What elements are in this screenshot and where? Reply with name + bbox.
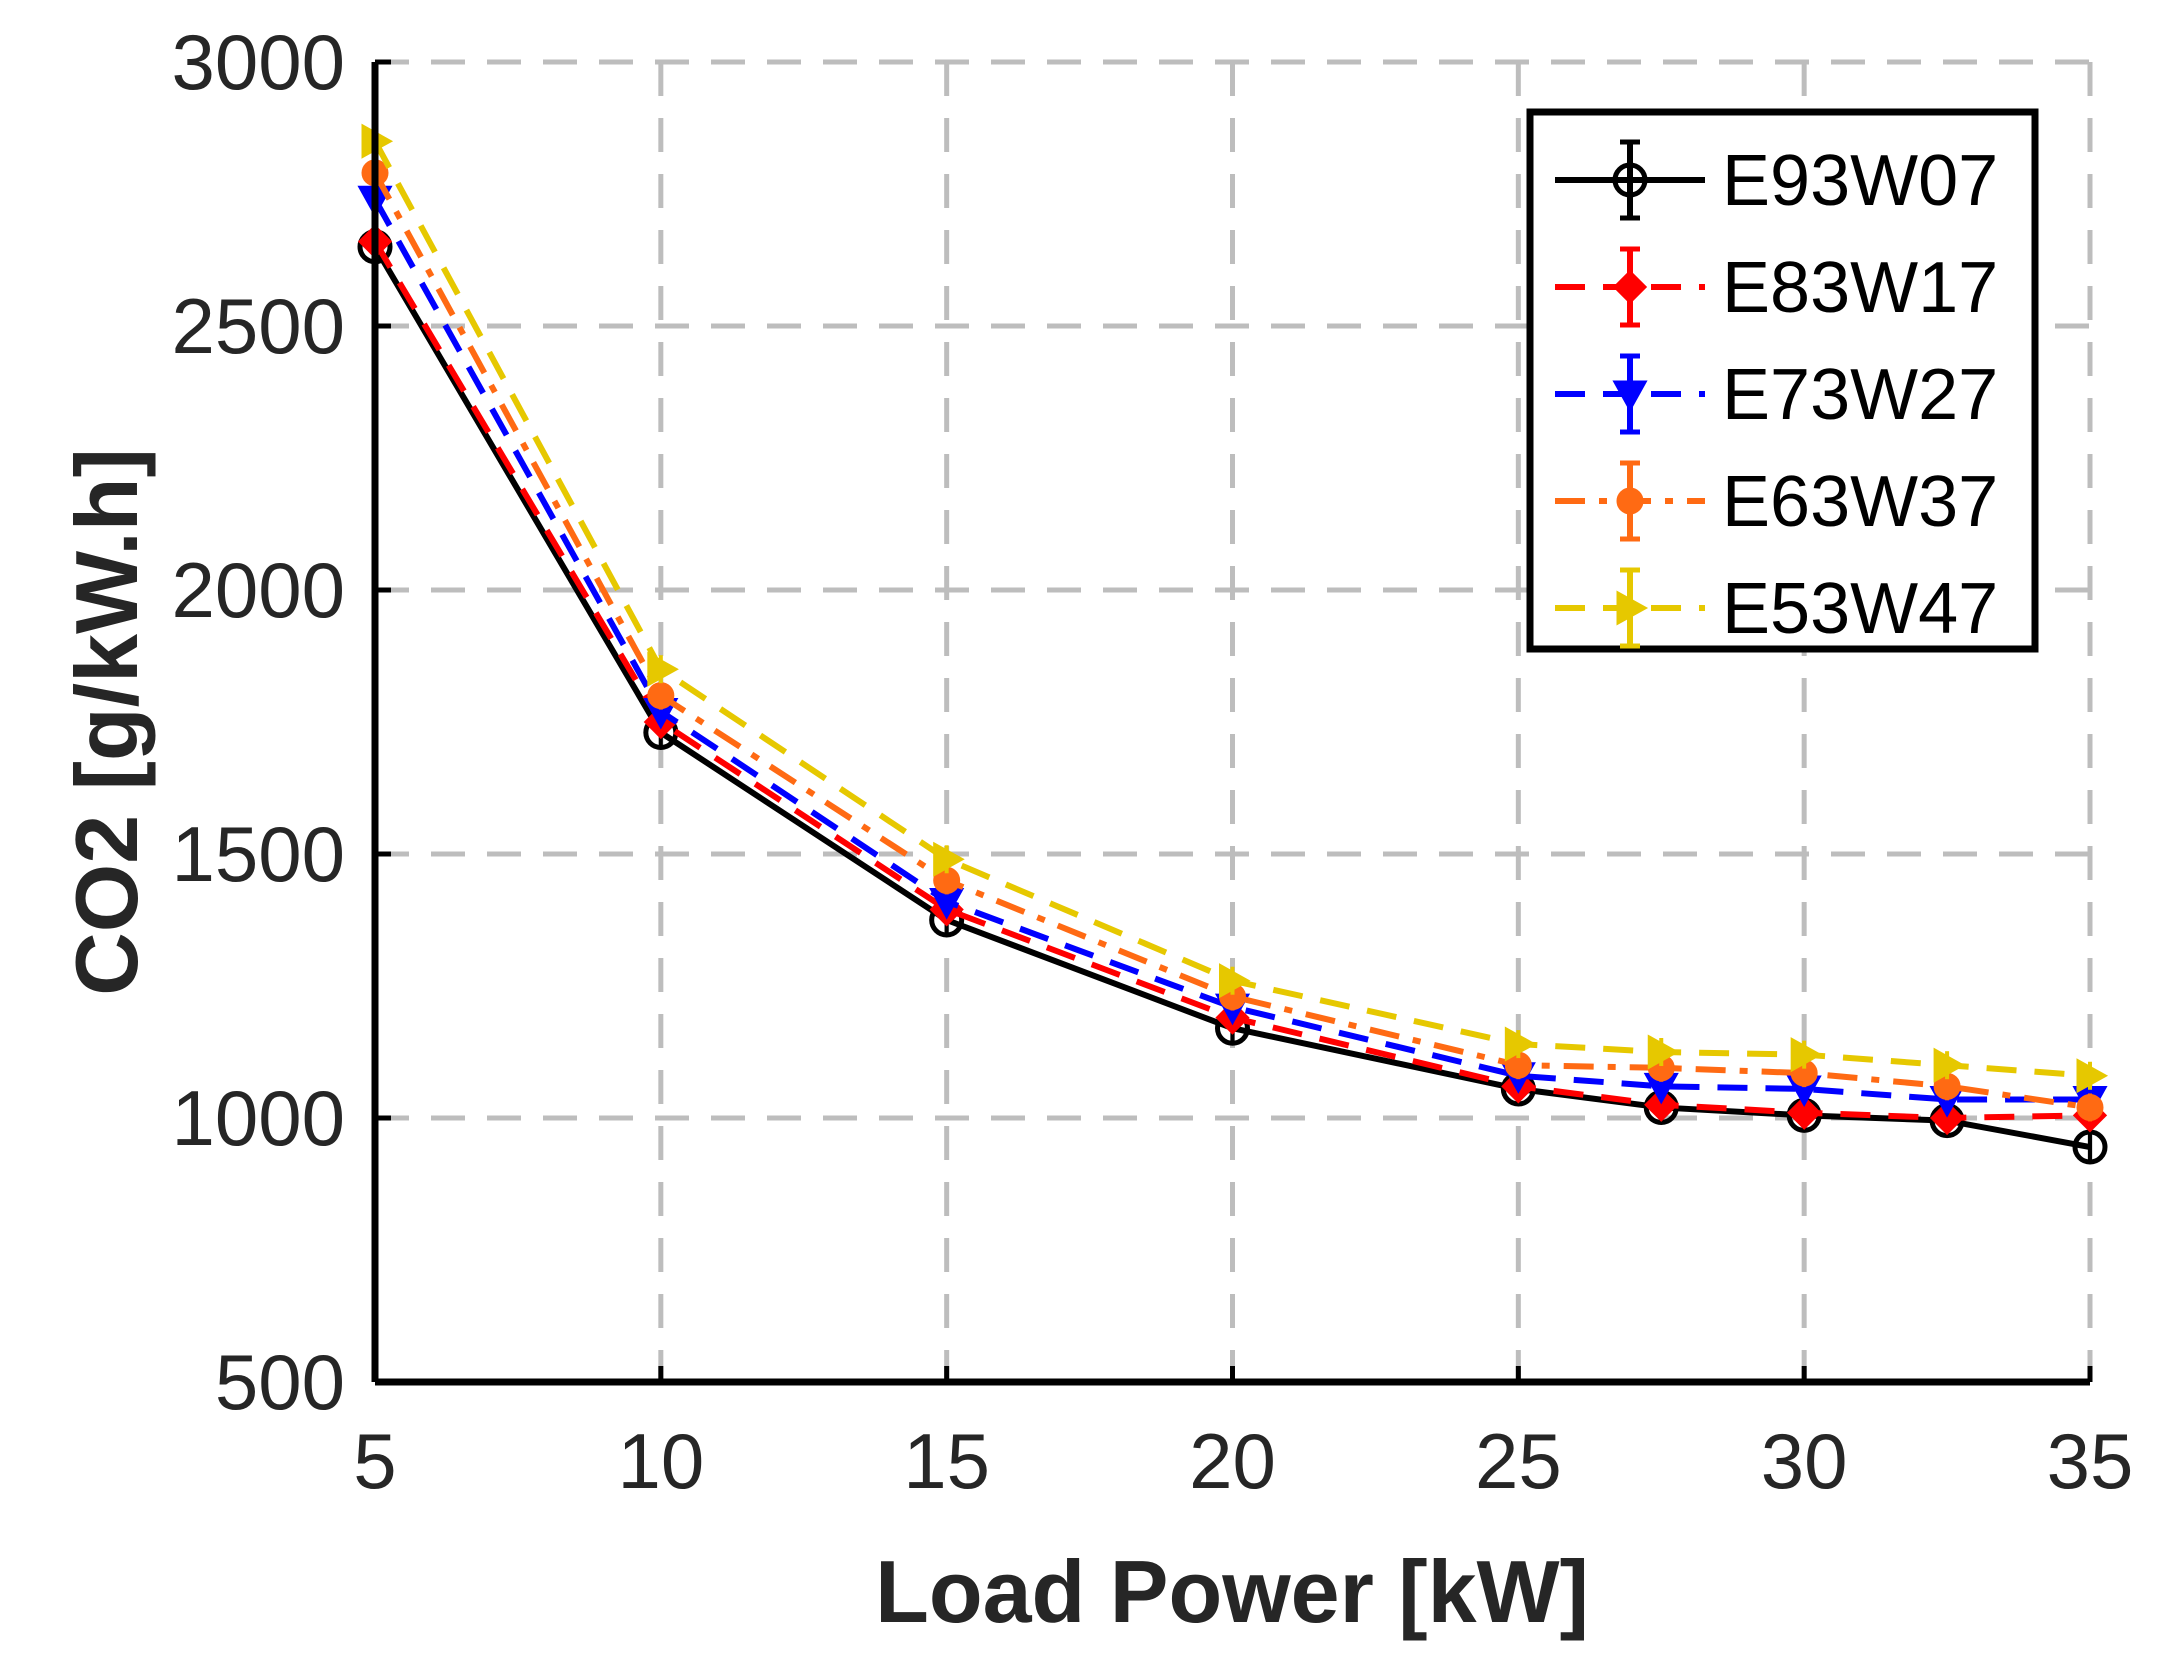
data-point <box>1647 1034 1680 1070</box>
legend-marker <box>1612 269 1648 305</box>
x-tick-label: 30 <box>1761 1417 1848 1505</box>
data-point <box>1504 1026 1537 1062</box>
y-tick-label: 1500 <box>171 810 345 898</box>
legend-item: E93W07 <box>1555 139 1998 221</box>
x-tick-label: 25 <box>1475 1417 1562 1505</box>
data-point <box>2076 1093 2104 1121</box>
legend-label: E63W37 <box>1722 462 1998 542</box>
legend-item: E53W47 <box>1555 567 1998 649</box>
data-point <box>1790 1037 1823 1073</box>
x-tick-label: 10 <box>617 1417 704 1505</box>
series-layer <box>357 123 2109 1165</box>
legend-label: E93W07 <box>1722 141 1998 221</box>
legend-label: E73W27 <box>1722 355 1998 435</box>
legend-marker <box>1612 162 1648 198</box>
y-tick-label: 2500 <box>171 282 345 370</box>
data-point <box>1787 1095 1822 1130</box>
data-point <box>933 841 965 877</box>
legend-item: E73W27 <box>1555 353 1998 435</box>
y-tick-label: 1000 <box>171 1074 345 1162</box>
legend-item: E63W37 <box>1555 460 1998 542</box>
legend-label: E83W17 <box>1722 248 1998 328</box>
series-E53W47 <box>361 123 2109 1094</box>
data-point <box>1219 963 1251 999</box>
legend-marker <box>1616 487 1644 515</box>
data-point <box>647 682 675 710</box>
series-line <box>372 197 2090 1103</box>
x-tick-label: 20 <box>1189 1417 1276 1505</box>
legend-item: E83W17 <box>1555 246 1998 328</box>
y-axis-title: CO2 [g/kW.h] <box>57 448 156 996</box>
data-point <box>1644 1087 1679 1122</box>
x-tick-label: 5 <box>353 1417 396 1505</box>
legend: E93W07 E83W17 E73W27 E63W37 E53W47 <box>1526 108 2039 653</box>
data-point <box>1933 1047 1966 1083</box>
y-tick-label: 2000 <box>171 546 345 634</box>
data-point <box>1929 1100 1965 1136</box>
x-tick-label: 15 <box>903 1417 990 1505</box>
y-tick-label: 500 <box>215 1338 345 1426</box>
data-point <box>647 651 679 687</box>
x-axis-title: Load Power [kW] <box>875 1542 1589 1641</box>
tick-labels: 5 10 15 20 25 30 35 500 1000 1500 2000 2500 3000 <box>171 18 2133 1505</box>
legend-marker <box>1616 590 1649 626</box>
x-tick-label: 35 <box>2047 1417 2134 1505</box>
data-point <box>2076 1058 2109 1094</box>
legend-label: E53W47 <box>1722 569 1998 649</box>
legend-marker <box>1612 380 1648 413</box>
y-tick-label: 3000 <box>171 18 345 106</box>
